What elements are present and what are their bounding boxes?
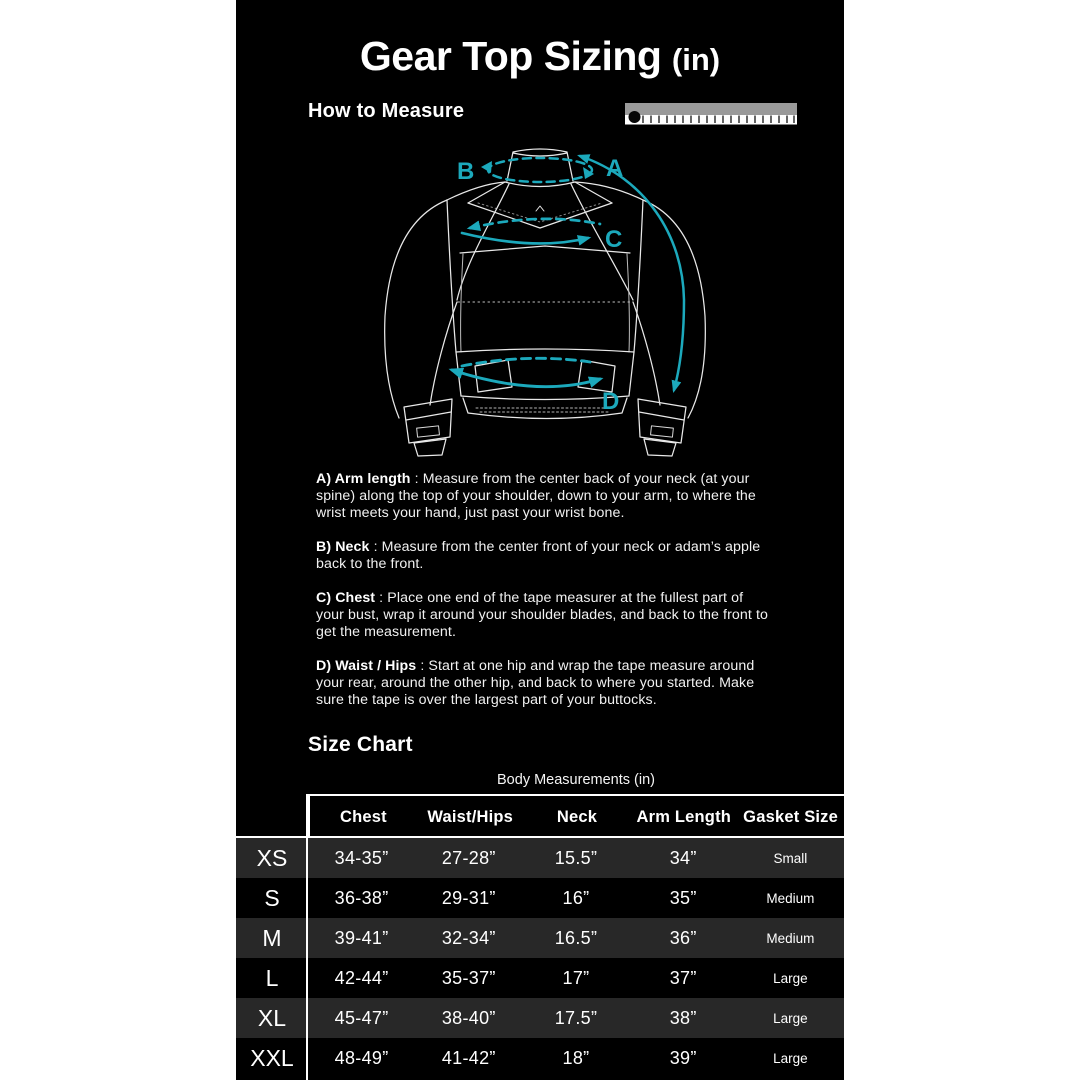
instruction-text: : Measure from the center back of your n…: [316, 471, 756, 521]
chest-value: 48-49”: [334, 1047, 389, 1068]
chest-value: 36-38”: [334, 887, 389, 908]
how-to-measure-heading: How to Measure: [308, 100, 465, 122]
waist-hips-value: 27-28”: [441, 847, 496, 868]
size-label: M: [262, 924, 282, 951]
gasket-size-value: Medium: [766, 890, 815, 906]
neck-value: 17.5”: [554, 1007, 598, 1028]
chest-dashed-arc: [466, 217, 602, 232]
instruction-text: : Start at one hip and wrap the tape mea…: [316, 658, 755, 708]
arm-length-value: 34”: [669, 847, 697, 868]
measurement-arrows: [448, 154, 686, 394]
instruction-label: C) Chest: [316, 590, 376, 606]
gasket-size-value: Small: [773, 850, 808, 866]
gasket-size-value: Medium: [766, 930, 815, 946]
table-row-xs: XS 34-35” 27-28” 15.5” 34” Small: [236, 838, 844, 878]
table-row-xl: XL 45-47” 38-40” 17.5” 38” Large: [236, 998, 844, 1038]
waist-hips-value: 41-42”: [441, 1047, 496, 1068]
label-a: A: [606, 155, 623, 182]
neck-value: 16”: [562, 887, 590, 908]
table-header-row: Chest Waist/Hips Neck Arm Length Gasket …: [308, 794, 844, 838]
table-caption: Body Measurements (in): [497, 772, 655, 788]
column-header-arm-length: Arm Length: [636, 807, 732, 826]
instruction-text: : Measure from the center front of your …: [316, 539, 761, 572]
instruction-text: : Place one end of the tape measurer at …: [316, 590, 769, 640]
gasket-size-value: Large: [773, 970, 808, 986]
column-header-chest: Chest: [339, 807, 387, 826]
gasket-size-value: Large: [773, 1010, 808, 1026]
table-row-xxl: XXL 48-49” 41-42” 18” 39” Large: [236, 1038, 844, 1078]
label-d: D: [602, 388, 619, 415]
title-text: Gear Top Sizing: [359, 33, 662, 79]
size-label: XS: [256, 844, 288, 871]
hips-dashed-arc: [460, 356, 592, 368]
column-header-gasket-size: Gasket Size: [743, 807, 839, 826]
chest-value: 34-35”: [334, 847, 389, 868]
size-chart-heading: Size Chart: [308, 733, 413, 756]
size-table-body: XS 34-35” 27-28” 15.5” 34” Small S 36-38…: [236, 838, 844, 1078]
title-unit-suffix: (in): [671, 42, 721, 77]
table-header-underline: [236, 836, 844, 838]
column-header-waist-hips: Waist/Hips: [427, 807, 514, 826]
instruction-waist-hips: D) Waist / Hips : Start at one hip and w…: [316, 658, 768, 709]
size-label: S: [264, 884, 280, 911]
arm-length-value: 35”: [669, 887, 697, 908]
size-label: L: [265, 964, 279, 991]
arm-length-value: 36”: [669, 927, 697, 948]
hips-solid-arc: [448, 367, 604, 389]
neck-value: 16.5”: [554, 927, 598, 948]
size-label: XL: [257, 1004, 287, 1031]
table-row-l: L 42-44” 35-37” 17” 37” Large: [236, 958, 844, 998]
neck-value: 18”: [562, 1047, 590, 1068]
arm-length-value: 38”: [669, 1007, 697, 1028]
table-row-s: S 36-38” 29-31” 16” 35” Medium: [236, 878, 844, 918]
instruction-arm-length: A) Arm length : Measure from the center …: [316, 471, 768, 522]
column-header-neck: Neck: [556, 807, 598, 826]
chest-value: 39-41”: [334, 927, 389, 948]
measurement-letters: A B C D: [457, 155, 623, 415]
waist-hips-value: 35-37”: [441, 967, 496, 988]
neck-ellipse: [486, 156, 594, 184]
waist-hips-value: 29-31”: [441, 887, 496, 908]
waist-hips-value: 32-34”: [441, 927, 496, 948]
neck-value: 15.5”: [554, 847, 598, 868]
instruction-label: D) Waist / Hips: [316, 658, 417, 674]
instruction-chest: C) Chest : Place one end of the tape mea…: [316, 590, 768, 641]
page-title: Gear Top Sizing (in): [236, 33, 844, 80]
arm-length-value: 37”: [669, 967, 697, 988]
measurement-instructions: A) Arm length : Measure from the center …: [316, 471, 768, 726]
chest-value: 42-44”: [334, 967, 389, 988]
chest-solid-arc: [460, 231, 592, 246]
label-c: C: [605, 226, 622, 253]
table-row-m: M 39-41” 32-34” 16.5” 36” Medium: [236, 918, 844, 958]
instruction-label: B) Neck: [316, 539, 370, 555]
chest-value: 45-47”: [334, 1007, 389, 1028]
arm-length-value: 39”: [669, 1047, 697, 1068]
gasket-size-value: Large: [773, 1050, 808, 1066]
waist-hips-value: 38-40”: [441, 1007, 496, 1028]
size-label: XXL: [250, 1044, 294, 1071]
neck-value: 17”: [562, 967, 590, 988]
label-b: B: [457, 158, 474, 185]
table-size-column-divider: [306, 794, 308, 1080]
ruler-icon: [625, 103, 797, 125]
infographic-canvas: Gear Top Sizing (in) How to Measure: [236, 0, 844, 1080]
jacket-outline: [384, 148, 706, 457]
arm-length-arrow: [577, 154, 686, 394]
jacket-measurement-diagram: A B C D: [384, 148, 706, 457]
instruction-label: A) Arm length: [316, 471, 411, 487]
instruction-neck: B) Neck : Measure from the center front …: [316, 539, 768, 573]
